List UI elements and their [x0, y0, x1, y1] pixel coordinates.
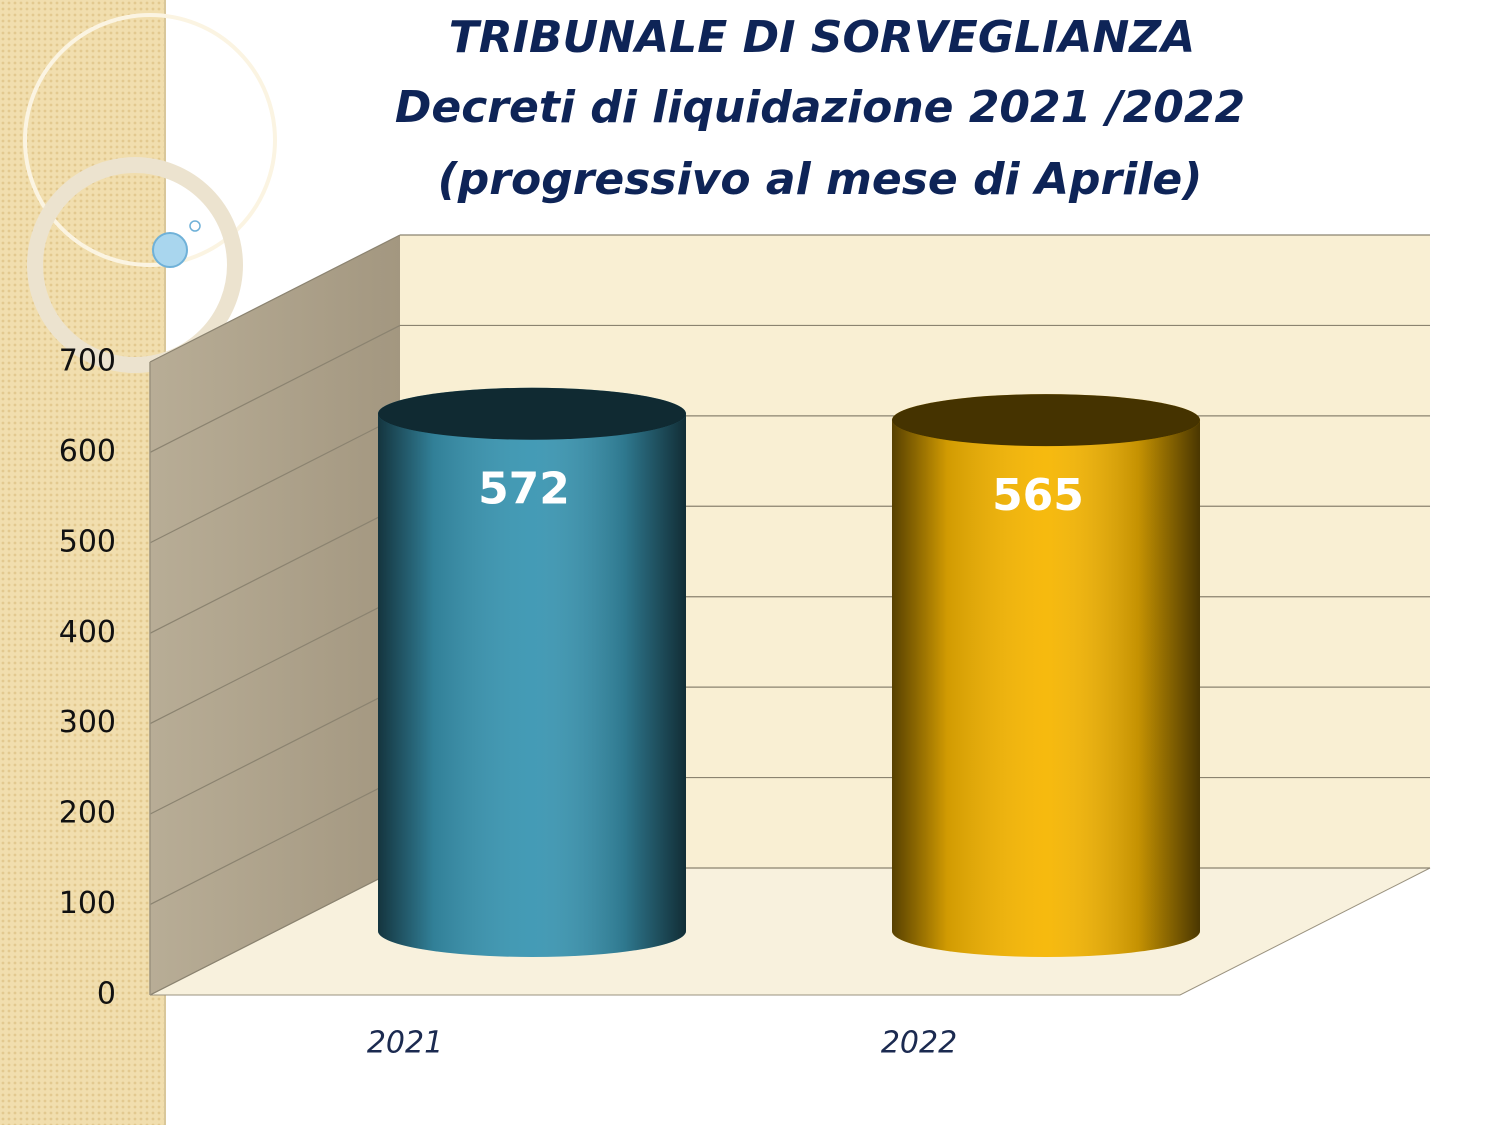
decor-ring [27, 157, 243, 373]
bar-top-shade [378, 387, 686, 440]
grid-line [149, 415, 401, 544]
bar-shading [892, 420, 1200, 957]
grid-line [149, 505, 401, 634]
grid-line [149, 686, 401, 815]
value-label: 565 [992, 470, 1084, 521]
bar-top-shade [892, 394, 1200, 447]
chart-title: (progressivo al mese di Aprile) [438, 154, 1203, 205]
y-tick-label: 400 [59, 615, 116, 650]
y-tick-label: 300 [59, 705, 116, 740]
y-tick-label: 600 [59, 434, 116, 469]
chart-title: TRIBUNALE DI SORVEGLIANZA [449, 12, 1195, 63]
y-tick-label: 200 [59, 796, 116, 831]
value-label: 572 [478, 464, 570, 515]
decor-circle [23, 13, 277, 267]
grid-line [149, 596, 401, 725]
x-tick-label: 2021 [367, 1026, 443, 1061]
side-wall [150, 235, 400, 995]
y-tick-label: 0 [97, 977, 116, 1012]
grid-line [149, 324, 401, 453]
grid-line [149, 234, 401, 363]
y-tick-label: 700 [59, 344, 116, 379]
y-tick-label: 500 [59, 524, 116, 559]
decor-bubble [189, 220, 201, 232]
y-tick-label: 100 [59, 886, 116, 921]
grid-line [149, 867, 401, 996]
plot: 0 100 200 300 400 500 600 700 2021 572 2022 565 [59, 234, 1430, 1061]
decor-bubble [152, 232, 188, 268]
x-tick-label: 2022 [881, 1026, 957, 1061]
grid-line [149, 777, 401, 906]
bar-shading [378, 413, 686, 958]
chart-title: Decreti di liquidazione 2021 /2022 [395, 82, 1245, 133]
